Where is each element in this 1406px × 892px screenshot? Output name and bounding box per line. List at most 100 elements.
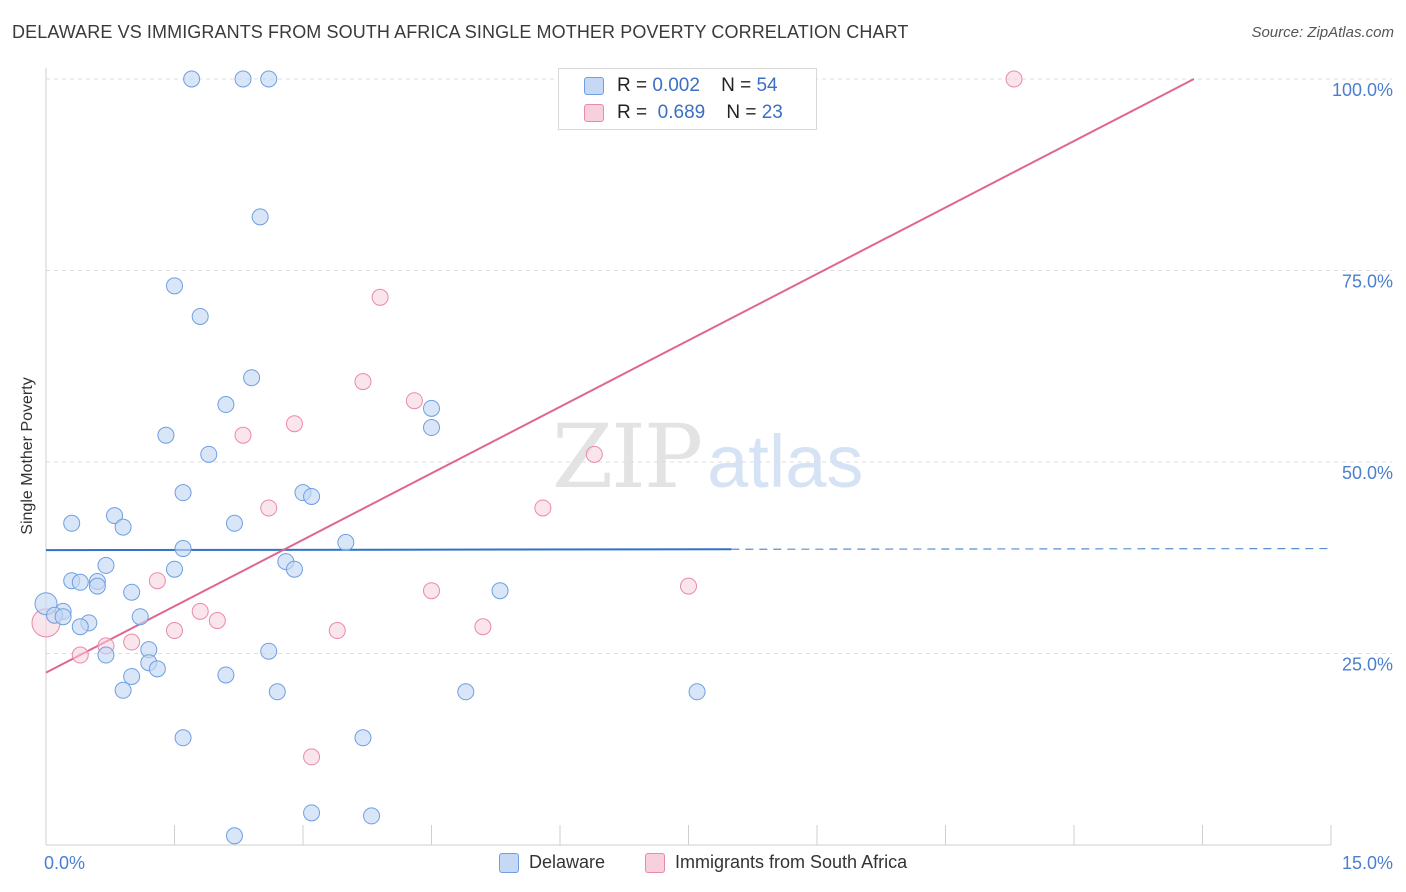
point-delaware (166, 560, 183, 578)
watermark-zip: ZIP (552, 405, 703, 508)
x-tick-label: 0.0% (44, 853, 85, 873)
point-delaware (303, 804, 321, 822)
watermark: ZIPatlas (552, 405, 863, 508)
point-delaware (71, 573, 89, 591)
point-delaware (688, 683, 706, 701)
legend-item-south-africa[interactable]: Immigrants from South Africa (645, 852, 907, 873)
y-tick-label: 50.0% (1342, 463, 1393, 483)
point-delaware (191, 307, 209, 325)
legend-swatch-delaware (499, 852, 519, 873)
point-south-africa (680, 577, 697, 595)
y-tick-label: 100.0% (1332, 80, 1393, 100)
point-delaware (303, 487, 321, 505)
point-delaware (251, 208, 269, 226)
chart-title: DELAWARE VS IMMIGRANTS FROM SOUTH AFRICA… (12, 22, 909, 42)
legend-n-value: 54 (756, 75, 778, 96)
point-delaware (225, 827, 243, 845)
point-delaware (97, 646, 115, 664)
series-legend: Delaware Immigrants from South Africa (0, 852, 1406, 878)
point-delaware (260, 642, 278, 660)
point-south-africa (148, 572, 166, 590)
point-south-africa (423, 582, 440, 600)
tick-labels: 25.0% 50.0% 75.0% 100.0% 0.0% 15.0% (44, 80, 1393, 873)
point-delaware (268, 683, 286, 701)
axes (45, 68, 1332, 846)
point-delaware (183, 70, 201, 88)
point-south-africa (285, 415, 303, 433)
point-south-africa (585, 445, 603, 463)
point-delaware (234, 70, 252, 88)
y-tick-label: 75.0% (1342, 272, 1393, 292)
legend-r-label: R = (617, 102, 648, 123)
point-delaware (243, 369, 261, 387)
point-south-africa (71, 646, 89, 664)
point-delaware (217, 666, 235, 684)
legend-label-delaware: Delaware (529, 852, 606, 872)
point-delaware (148, 660, 166, 678)
trend-line-south-africa (45, 78, 1195, 674)
legend-r-value: 0.689 (657, 102, 706, 123)
point-delaware (63, 514, 81, 532)
legend-n-value: 23 (761, 102, 783, 123)
point-south-africa (474, 618, 492, 636)
point-south-africa (534, 499, 552, 517)
point-delaware (97, 556, 115, 574)
legend-r-value: 0.002 (652, 75, 700, 96)
point-south-africa (191, 602, 209, 620)
point-delaware (174, 484, 192, 502)
point-delaware (423, 399, 440, 417)
point-delaware (363, 807, 381, 825)
legend-n-label: N = (721, 75, 752, 96)
legend-text-delaware: R = 0.002 N = 54 (617, 75, 778, 97)
legend-r-label: R = (617, 75, 648, 96)
point-delaware (106, 507, 124, 525)
source-label: Source: ZipAtlas.com (1251, 24, 1394, 41)
point-south-africa (371, 288, 389, 306)
point-south-africa (208, 612, 226, 630)
data-points (31, 70, 1023, 845)
point-south-africa (405, 392, 423, 410)
point-delaware (225, 514, 243, 532)
point-delaware (131, 608, 149, 626)
point-south-africa (303, 748, 321, 766)
point-south-africa (166, 622, 183, 640)
point-delaware (114, 518, 132, 536)
legend-label-south-africa: Immigrants from South Africa (675, 852, 908, 872)
point-delaware (354, 729, 372, 747)
point-delaware (457, 683, 475, 701)
point-delaware (260, 70, 278, 88)
point-delaware (491, 582, 509, 600)
point-delaware (200, 445, 218, 463)
point-delaware (54, 608, 72, 626)
point-delaware (217, 396, 235, 414)
legend-n-label: N = (726, 102, 757, 123)
point-delaware (71, 618, 89, 636)
point-delaware (157, 426, 175, 444)
legend-swatch-delaware (584, 77, 604, 95)
y-axis-label: Single Mother Poverty (19, 377, 36, 535)
point-delaware (166, 277, 183, 295)
legend-swatch-south-africa (645, 852, 665, 873)
x-tick-label: 15.0% (1342, 853, 1393, 873)
trend-lines (45, 78, 1332, 674)
point-south-africa (234, 426, 252, 444)
legend-text-south-africa: R = 0.689 N = 23 (617, 102, 783, 124)
point-delaware (337, 533, 355, 551)
trend-line-delaware-extrapolated (731, 547, 1332, 550)
point-delaware (174, 540, 192, 558)
point-delaware (123, 583, 141, 601)
point-south-africa (260, 499, 278, 517)
point-south-africa (354, 373, 372, 391)
point-south-africa (328, 622, 346, 640)
point-delaware (174, 729, 192, 747)
trend-line-delaware (45, 548, 732, 552)
point-delaware (423, 419, 440, 437)
point-delaware (123, 667, 141, 685)
point-delaware (114, 681, 132, 699)
legend-item-delaware[interactable]: Delaware (499, 852, 605, 873)
point-delaware (88, 577, 106, 595)
point-south-africa (123, 633, 141, 651)
y-tick-label: 25.0% (1342, 655, 1393, 675)
point-south-africa (1005, 70, 1023, 88)
